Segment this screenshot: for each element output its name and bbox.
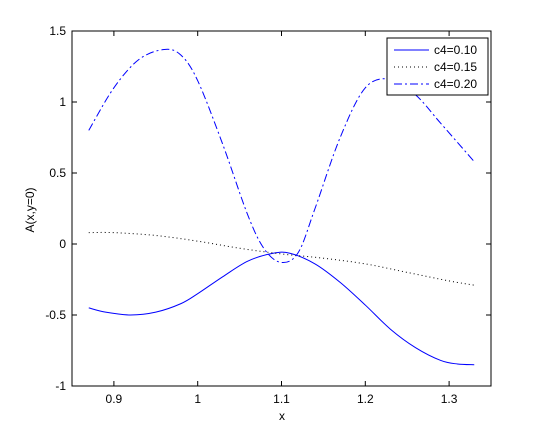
x-tick-label: 1 <box>194 392 201 406</box>
legend-label: c4=0.10 <box>434 43 477 57</box>
legend-label: c4=0.20 <box>434 77 477 91</box>
y-tick-label: 0 <box>59 237 66 251</box>
x-tick-label: 1.1 <box>273 392 290 406</box>
x-axis-label: x <box>279 409 285 423</box>
axis-ticks: 0.9 1 1.1 1.2 1.3 -1 -0.5 0 0.5 1 1.5 <box>45 24 491 406</box>
y-tick-label: -0.5 <box>45 308 66 322</box>
y-tick-label: 0.5 <box>49 166 66 180</box>
y-tick-label: 1 <box>59 95 66 109</box>
y-tick-label: 1.5 <box>49 24 66 38</box>
legend: c4=0.10 c4=0.15 c4=0.20 <box>386 37 489 96</box>
y-axis-label: A(x,y=0) <box>23 187 37 232</box>
legend-label: c4=0.15 <box>434 60 477 74</box>
series-line-1 <box>88 251 475 366</box>
legend-box <box>386 37 489 96</box>
x-tick-label: 1.2 <box>357 392 374 406</box>
x-tick-label: 1.3 <box>441 392 458 406</box>
x-tick-label: 0.9 <box>106 392 123 406</box>
y-tick-label: -1 <box>55 379 66 393</box>
